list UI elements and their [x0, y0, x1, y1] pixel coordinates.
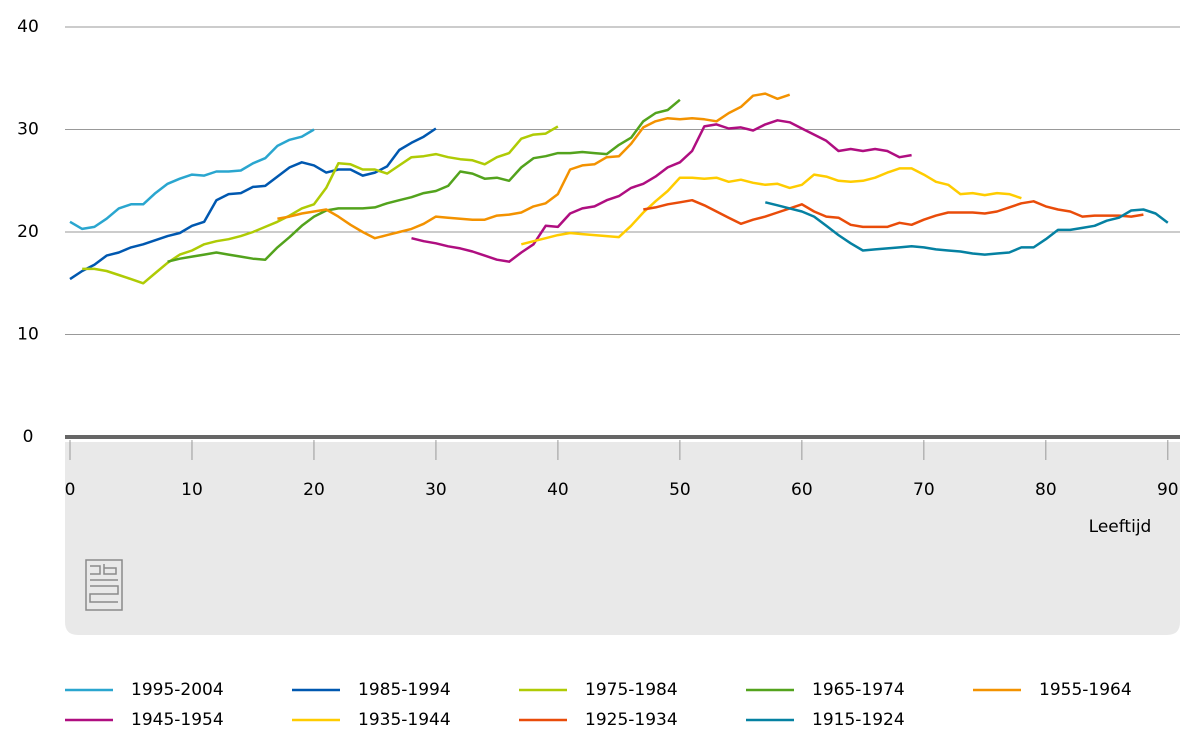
- series-line: [69, 127, 437, 281]
- series-line: [643, 198, 1144, 229]
- x-tick-label: 50: [669, 480, 691, 500]
- y-tick-label: 0: [23, 427, 34, 447]
- x-tick-label: 60: [791, 480, 813, 500]
- series-line: [167, 98, 681, 263]
- x-tick-label: 20: [303, 480, 325, 500]
- x-axis-label: Leeftijd: [1089, 517, 1152, 537]
- y-tick-label: 10: [17, 325, 39, 345]
- legend-label: 1985-1994: [358, 680, 451, 700]
- x-tick-label: 40: [547, 480, 569, 500]
- series-line: [765, 201, 1169, 256]
- x-tick-label: 70: [913, 480, 935, 500]
- legend-label: 1975-1984: [585, 680, 678, 700]
- axis-panel: [65, 442, 1180, 635]
- series-line: [411, 119, 912, 263]
- legend-label: 1925-1934: [585, 710, 678, 730]
- x-tick-label: 80: [1035, 480, 1057, 500]
- x-tick-label: 10: [181, 480, 203, 500]
- series-line: [69, 128, 315, 231]
- legend-label: 1995-2004: [131, 680, 224, 700]
- x-tick-label: 90: [1157, 480, 1179, 500]
- x-tick-label: 30: [425, 480, 447, 500]
- legend-label: 1955-1964: [1039, 680, 1132, 700]
- legend-label: 1965-1974: [812, 680, 905, 700]
- series-line: [277, 92, 791, 240]
- y-tick-label: 20: [17, 222, 39, 242]
- series-line: [82, 125, 559, 285]
- x-tick-label: 0: [65, 480, 76, 500]
- y-tick-label: 30: [17, 120, 39, 140]
- legend-label: 1915-1924: [812, 710, 905, 730]
- legend-label: 1935-1944: [358, 710, 451, 730]
- series-line: [520, 167, 1022, 246]
- legend-label: 1945-1954: [131, 710, 224, 730]
- y-tick-label: 40: [17, 17, 39, 37]
- logo: [85, 559, 123, 611]
